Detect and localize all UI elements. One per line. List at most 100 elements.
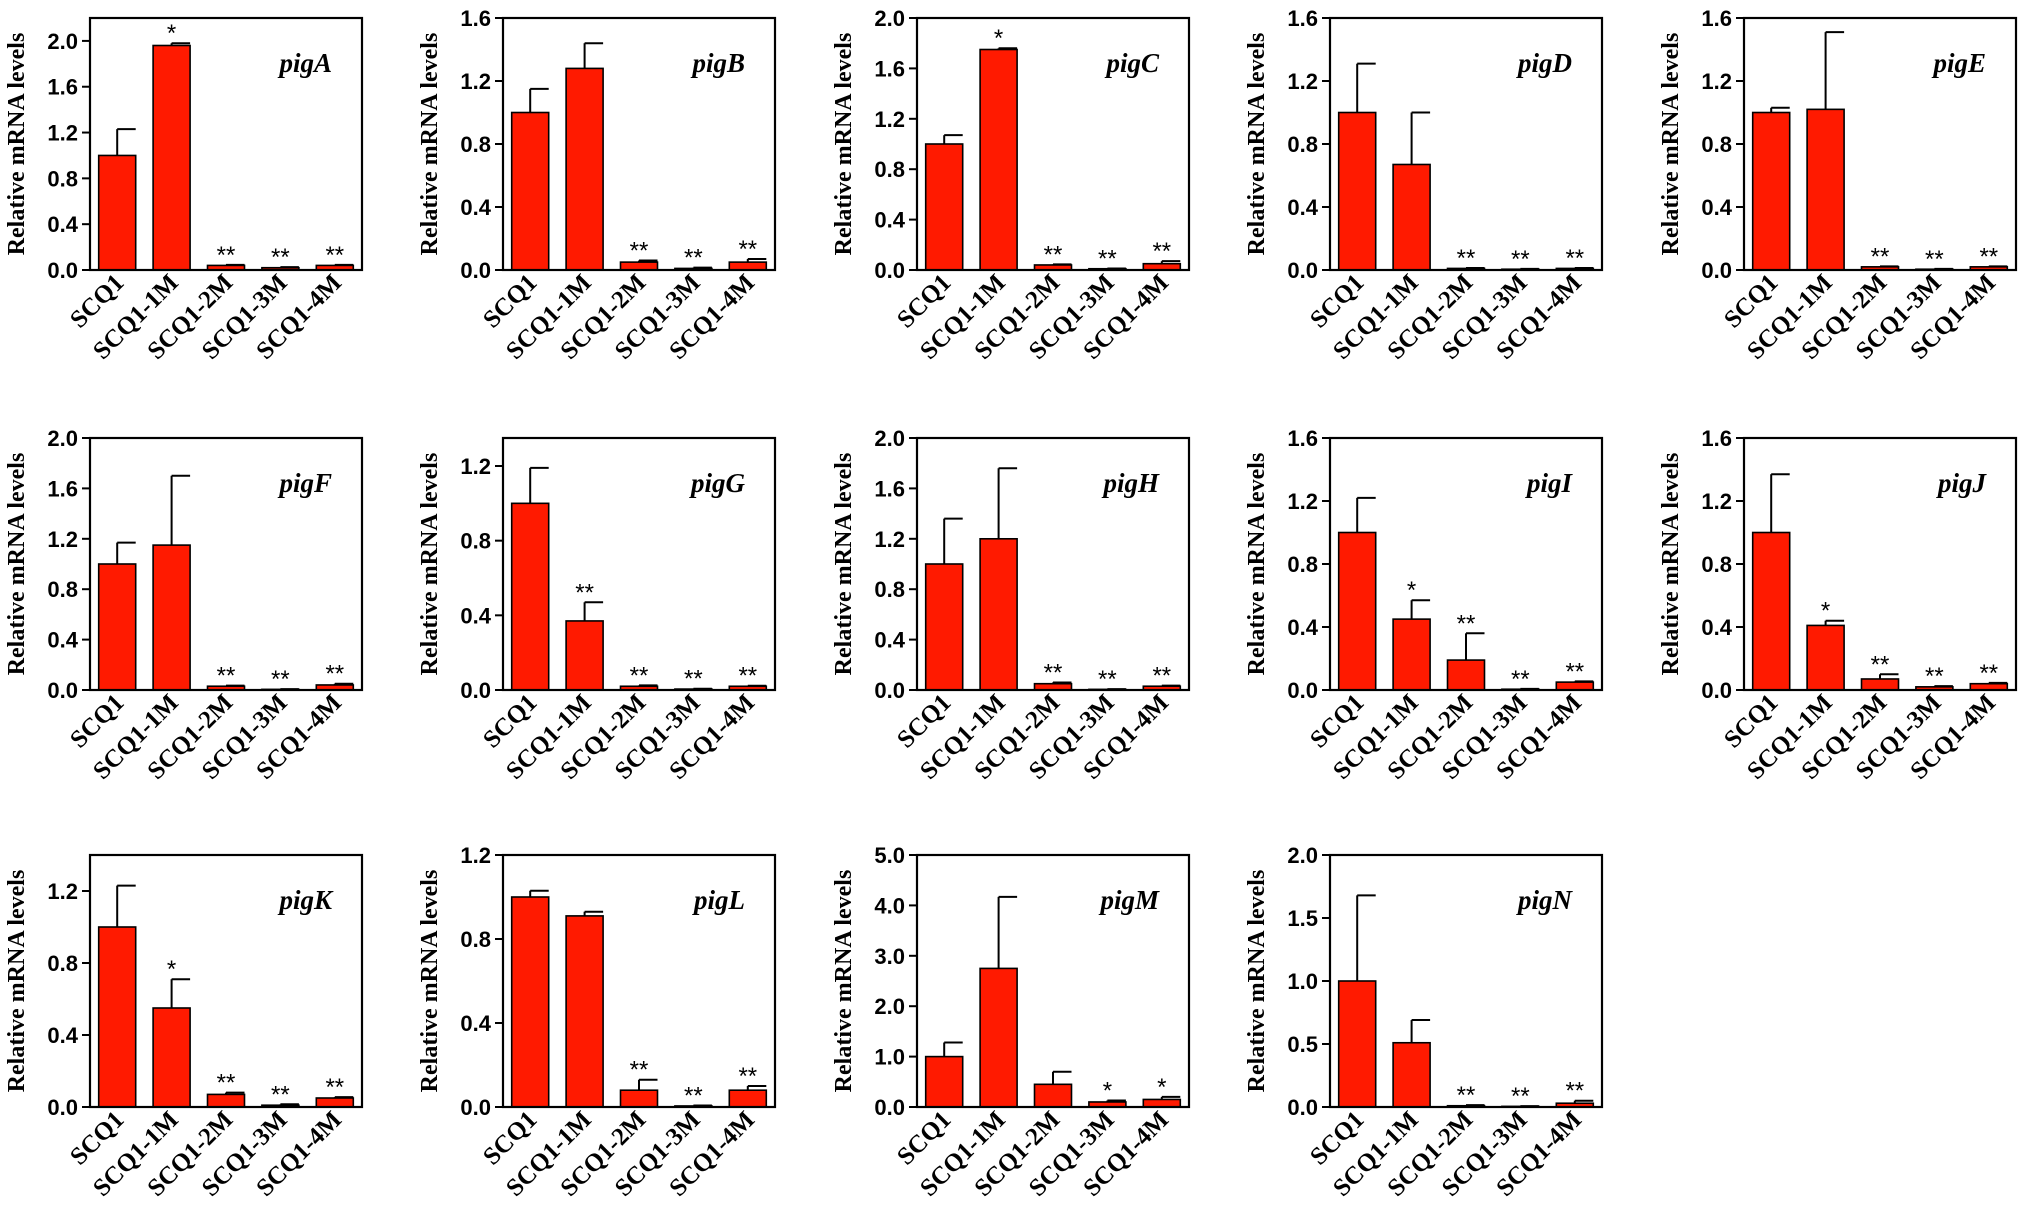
significance-mark: ** <box>1457 610 1476 637</box>
y-tick-label: 0.4 <box>47 628 78 653</box>
y-axis-label: Relative mRNA levels <box>4 33 30 256</box>
y-tick-label: 1.6 <box>1701 426 1732 451</box>
gene-title: pigK <box>277 885 334 915</box>
significance-mark: ** <box>1511 1083 1530 1110</box>
significance-mark: ** <box>1152 663 1171 690</box>
gene-title: pigE <box>1931 48 1986 78</box>
plot-frame <box>1328 16 1604 272</box>
chart-panel-pigI: Relative mRNA levels0.00.40.81.21.6SCQ1*… <box>1244 426 1604 785</box>
chart-panel-pigM: Relative mRNA levels0.01.02.03.04.05.0SC… <box>831 843 1191 1202</box>
significance-mark: ** <box>684 1083 703 1110</box>
y-tick-label: 1.2 <box>1701 489 1732 514</box>
y-tick-label: 1.2 <box>460 843 491 868</box>
y-tick-label: 0.8 <box>1701 552 1732 577</box>
significance-mark: * <box>1821 598 1830 625</box>
significance-mark: ** <box>1871 243 1890 270</box>
chart-panel-pigA: Relative mRNA levels0.00.40.81.21.62.0SC… <box>4 16 364 365</box>
y-axis-label: Relative mRNA levels <box>1658 33 1684 256</box>
bar <box>1751 111 1791 271</box>
gene-title: pigC <box>1104 48 1160 78</box>
y-tick-label: 0.5 <box>1287 1032 1318 1057</box>
bar <box>510 502 550 691</box>
bar <box>1446 659 1486 691</box>
significance-mark: ** <box>325 661 344 688</box>
y-axis-label: Relative mRNA levels <box>4 453 30 676</box>
y-tick-label: 1.2 <box>1701 69 1732 94</box>
chart-panel-pigN: Relative mRNA levels0.00.51.01.52.0SCQ1S… <box>1244 843 1604 1202</box>
y-tick-label: 1.6 <box>1701 6 1732 31</box>
plot-frame <box>1328 853 1604 1109</box>
significance-mark: ** <box>738 236 757 263</box>
bar <box>1337 980 1377 1108</box>
bar <box>510 896 550 1108</box>
y-tick-label: 0.4 <box>460 195 491 220</box>
bar <box>924 1055 964 1108</box>
y-axis-label: Relative mRNA levels <box>831 33 857 256</box>
significance-mark: ** <box>217 242 236 269</box>
significance-mark: ** <box>1044 659 1063 686</box>
y-tick-label: 1.2 <box>1287 489 1318 514</box>
y-tick-label: 0.4 <box>1287 195 1318 220</box>
y-tick-label: 3.0 <box>874 944 905 969</box>
y-tick-label: 0.0 <box>47 678 78 703</box>
bar <box>979 967 1018 1108</box>
bar <box>152 544 191 691</box>
bar <box>1337 531 1377 691</box>
y-axis-label: Relative mRNA levels <box>831 870 857 1093</box>
y-tick-label: 0.8 <box>47 577 78 602</box>
y-tick-label: 0.8 <box>1287 132 1318 157</box>
y-tick-label: 0.0 <box>1287 1095 1318 1120</box>
y-axis-label: Relative mRNA levels <box>1244 33 1270 256</box>
plot-frame <box>501 853 777 1109</box>
significance-mark: ** <box>738 1063 757 1090</box>
y-tick-label: 1.2 <box>874 527 905 552</box>
plot-frame <box>88 436 364 692</box>
y-tick-label: 0.0 <box>1701 258 1732 283</box>
bar <box>97 926 137 1108</box>
significance-mark: ** <box>630 238 649 265</box>
y-tick-label: 2.0 <box>874 426 905 451</box>
bar <box>1806 624 1845 691</box>
chart-panel-pigD: Relative mRNA levels0.00.40.81.21.6SCQ1S… <box>1244 6 1604 365</box>
bar <box>565 915 604 1108</box>
bar <box>565 620 604 691</box>
significance-mark: ** <box>1871 651 1890 678</box>
y-tick-label: 0.4 <box>874 628 905 653</box>
significance-mark: ** <box>684 245 703 272</box>
significance-mark: ** <box>630 662 649 689</box>
significance-mark: ** <box>325 1074 344 1101</box>
significance-mark: ** <box>1511 246 1530 273</box>
y-axis-label: Relative mRNA levels <box>4 870 30 1093</box>
significance-mark: ** <box>217 1070 236 1097</box>
bar <box>97 154 137 271</box>
plot-frame <box>501 16 777 272</box>
y-tick-label: 1.6 <box>460 6 491 31</box>
y-tick-label: 1.6 <box>47 75 78 100</box>
bar <box>1751 531 1791 691</box>
significance-mark: ** <box>738 663 757 690</box>
significance-mark: ** <box>1979 660 1998 687</box>
bar <box>565 67 604 271</box>
plot-frame <box>1328 436 1604 692</box>
gene-title: pigJ <box>1936 468 1988 498</box>
y-tick-label: 1.2 <box>874 107 905 132</box>
y-tick-label: 0.0 <box>874 678 905 703</box>
bar <box>510 111 550 271</box>
y-tick-label: 1.2 <box>47 879 78 904</box>
y-tick-label: 0.8 <box>874 157 905 182</box>
significance-mark: ** <box>271 244 290 271</box>
significance-mark: ** <box>1152 238 1171 265</box>
y-tick-label: 0.0 <box>460 1095 491 1120</box>
significance-mark: * <box>1103 1077 1112 1104</box>
y-tick-label: 0.0 <box>874 1095 905 1120</box>
bar <box>979 48 1018 271</box>
significance-mark: ** <box>1979 243 1998 270</box>
significance-mark: * <box>167 20 176 47</box>
y-tick-label: 1.6 <box>874 476 905 501</box>
y-tick-label: 0.4 <box>47 1023 78 1048</box>
y-tick-label: 0.8 <box>47 166 78 191</box>
gene-title: pigA <box>277 48 332 78</box>
bar <box>728 1089 768 1108</box>
y-axis-label: Relative mRNA levels <box>417 870 443 1093</box>
y-tick-label: 0.8 <box>460 132 491 157</box>
